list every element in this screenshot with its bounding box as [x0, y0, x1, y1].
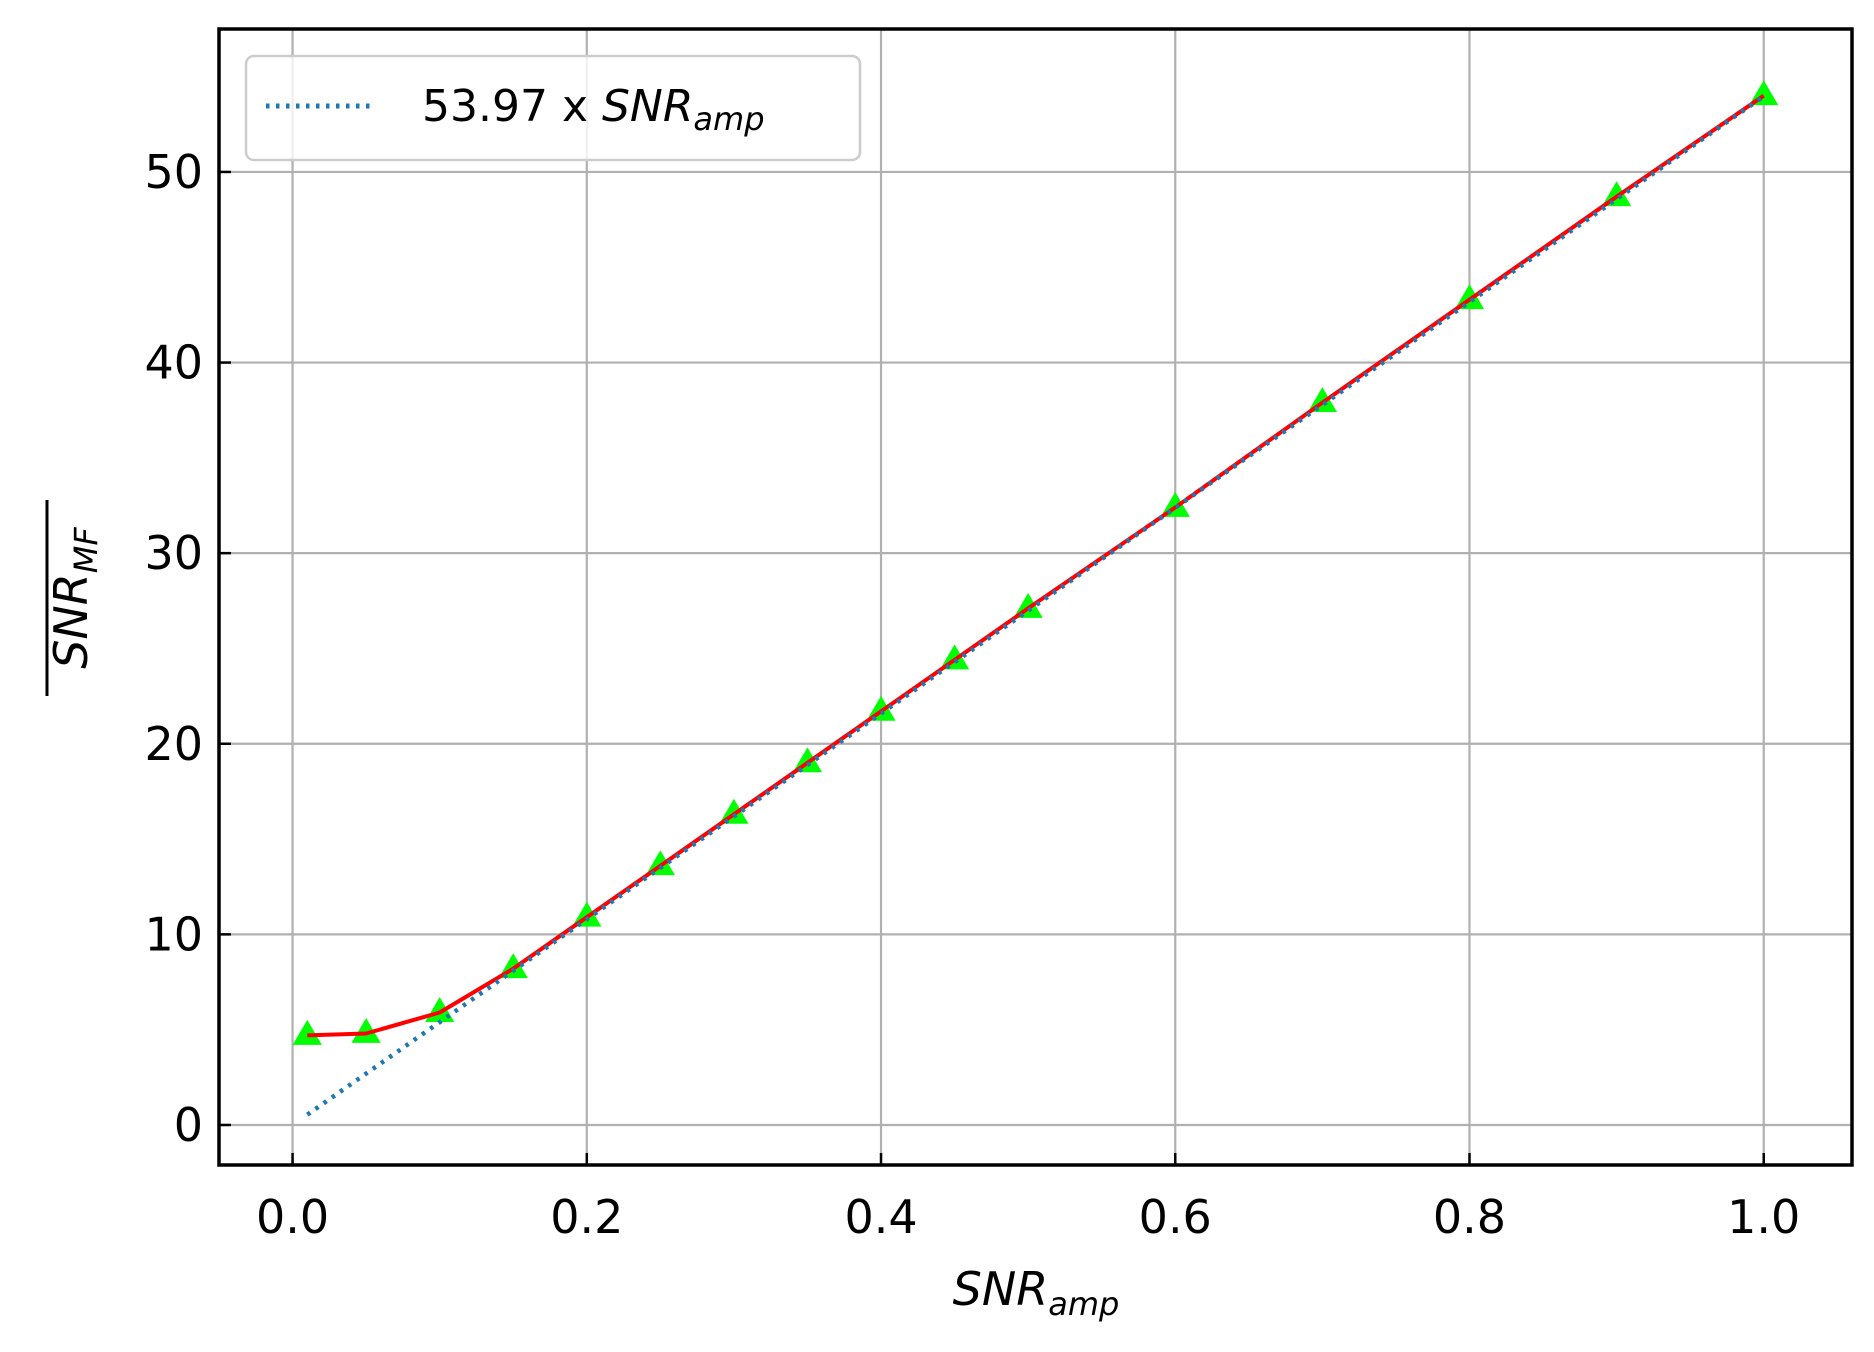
x-tick-label: 0.0 [256, 1190, 329, 1244]
y-tick-label: 50 [144, 145, 203, 199]
y-axis-label: SNRMF [44, 500, 105, 696]
y-axis-label-sub: MF [67, 527, 105, 574]
ticks: 0.0 0.2 0.4 0.6 0.8 1.0 0 10 20 30 40 50 [144, 145, 1800, 1244]
series-line-fit-dotted [306, 94, 1765, 1117]
y-tick-label: 40 [144, 336, 203, 390]
y-tick-label: 10 [144, 907, 203, 961]
x-tick-label: 0.8 [1433, 1190, 1506, 1244]
x-axis-label-base: SNR [953, 1262, 1049, 1316]
legend-label-sub: amp [693, 100, 764, 138]
x-axis-label: SNRamp [953, 1262, 1120, 1323]
legend-label-prefix: 53.97 x [422, 81, 602, 132]
grid [219, 29, 1852, 1165]
legend-label: 53.97 x SNRamp [422, 81, 765, 138]
x-tick-label: 0.4 [844, 1190, 917, 1244]
legend: 53.97 x SNRamp [244, 54, 862, 162]
legend-label-base: SNR [602, 81, 693, 132]
y-tick-label: 0 [174, 1098, 203, 1152]
x-tick-label: 1.0 [1727, 1190, 1800, 1244]
plot-area [292, 80, 1779, 1117]
x-axis-label-sub: amp [1048, 1285, 1119, 1323]
y-tick-label: 20 [144, 717, 203, 771]
y-tick-label: 30 [144, 526, 203, 580]
x-tick-label: 0.2 [550, 1190, 623, 1244]
data-point-triangle [292, 1019, 322, 1045]
plot-frame [217, 27, 1854, 1167]
y-axis-label-text: SNRMF [44, 527, 105, 669]
legend-box [244, 54, 862, 162]
series-line-measured [307, 94, 1765, 1038]
x-tick-label: 0.6 [1139, 1190, 1212, 1244]
y-axis-label-base: SNR [44, 573, 98, 669]
